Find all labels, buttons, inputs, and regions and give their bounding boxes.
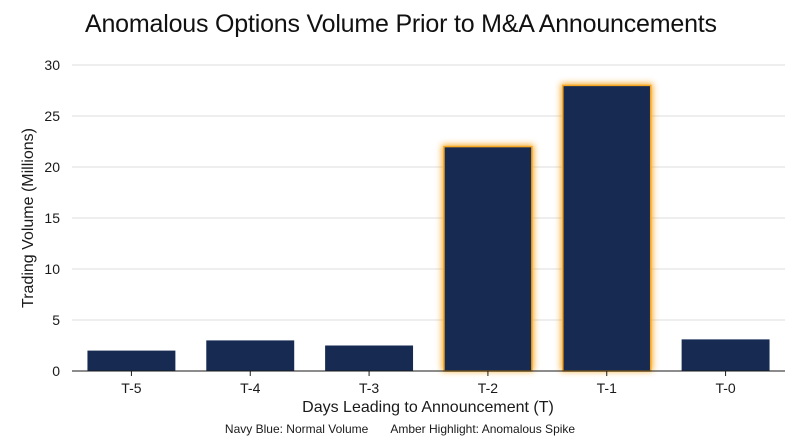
x-axis-ticks: T-5 T-4 T-3 T-2 T-1 T-0 <box>121 371 736 396</box>
y-tick-label: 10 <box>44 261 60 277</box>
y-tick-label: 5 <box>52 312 60 328</box>
bar-t-3 <box>325 345 414 371</box>
bar-t-0 <box>681 339 770 371</box>
grid-lines <box>72 64 785 321</box>
x-tick-label: T-1 <box>597 380 617 396</box>
x-tick-label: T-5 <box>121 380 141 396</box>
x-tick-label: T-0 <box>715 380 735 396</box>
y-tick-label: 15 <box>44 210 60 226</box>
y-tick-label: 20 <box>44 159 60 175</box>
bar-t-4 <box>206 340 295 371</box>
x-axis-label: Days Leading to Announcement (T) <box>302 399 554 416</box>
bar-t-2 <box>443 145 533 372</box>
chart-title: Anomalous Options Volume Prior to M&A An… <box>85 10 717 38</box>
y-axis-ticks: 0 5 10 15 20 25 30 <box>44 57 60 379</box>
legend: Navy Blue: Normal Volume Amber Highlight:… <box>0 422 800 436</box>
y-tick-label: 25 <box>44 108 60 124</box>
x-tick-label: T-2 <box>478 380 498 396</box>
x-tick-label: T-4 <box>240 380 260 396</box>
x-tick-label: T-3 <box>359 380 379 396</box>
y-tick-label: 0 <box>52 363 60 379</box>
bar-t-1 <box>562 84 652 372</box>
bar-t-5 <box>87 350 176 371</box>
y-tick-label: 30 <box>44 57 60 73</box>
bars <box>87 83 770 372</box>
legend-anomalous: Amber Highlight: Anomalous Spike <box>390 422 576 436</box>
y-axis-label: Trading Volume (Millions) <box>20 128 37 308</box>
legend-normal: Navy Blue: Normal Volume <box>224 422 369 436</box>
